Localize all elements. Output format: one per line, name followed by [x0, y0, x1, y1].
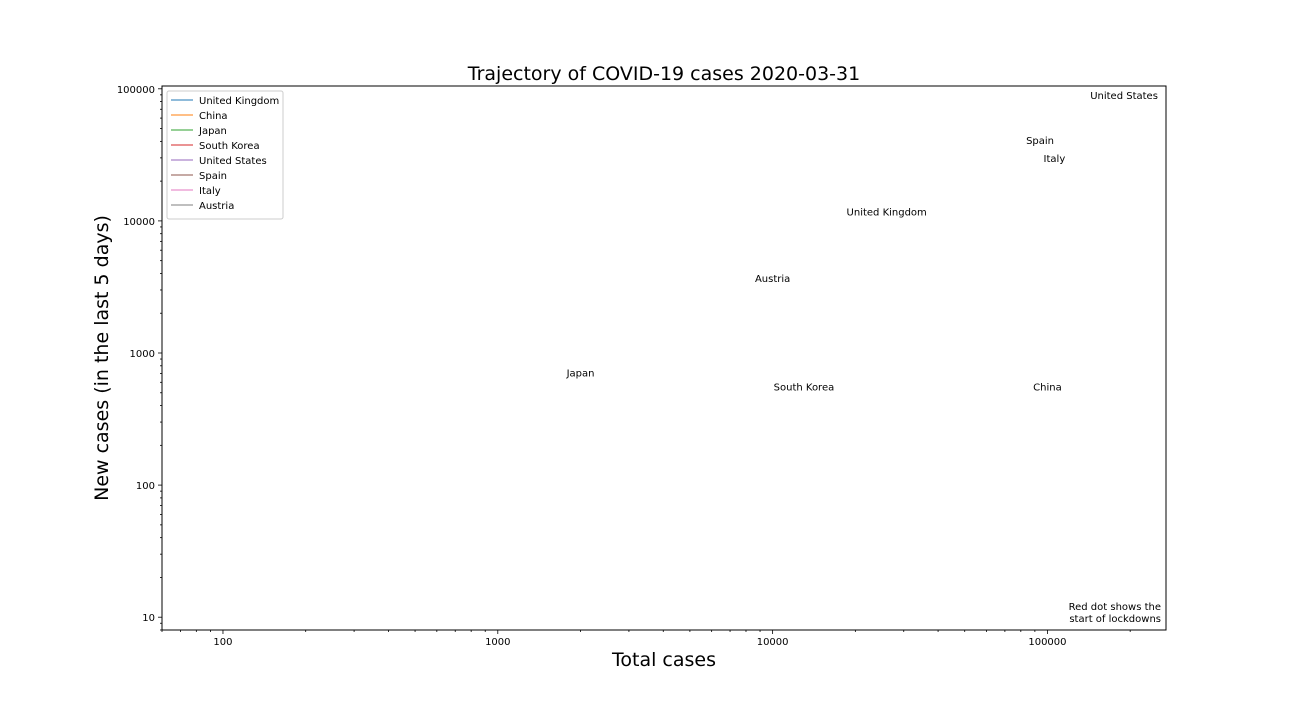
- y-tick-label: 100000: [117, 85, 155, 96]
- plot-frame: [161, 85, 1167, 631]
- legend-entry: Austria: [199, 201, 234, 212]
- legend-entry: Japan: [198, 126, 227, 137]
- y-tick-label: 1000: [130, 349, 155, 360]
- note-line: start of lockdowns: [1069, 614, 1161, 625]
- country-label: Italy: [1044, 154, 1066, 165]
- country-label: United States: [1090, 91, 1158, 102]
- legend: United Kingdom China Japan South Korea Unite…: [166, 90, 284, 220]
- x-tick-label: 100: [213, 637, 232, 648]
- x-tick-label: 100000: [1028, 637, 1066, 648]
- y-tick-label: 10: [142, 613, 155, 624]
- country-label: United Kingdom: [847, 207, 927, 218]
- legend-box: [166, 90, 284, 220]
- y-tick-label: 10000: [123, 217, 155, 228]
- country-label: China: [1033, 382, 1062, 393]
- legend-entry: United Kingdom: [199, 96, 279, 107]
- x-tick-label: 1000: [485, 637, 510, 648]
- y-axis: 10 100 1000 10000 100000: [117, 85, 162, 631]
- x-axis-label: Total cases: [611, 649, 716, 671]
- country-label: Spain: [1026, 136, 1054, 147]
- legend-entry: South Korea: [199, 141, 260, 152]
- y-axis-label: New cases (in the last 5 days): [91, 215, 113, 501]
- legend-entry: Spain: [199, 171, 227, 182]
- legend-entry: China: [199, 111, 228, 122]
- x-axis: 100 1000 10000 100000: [161, 630, 1131, 648]
- country-label: Japan: [566, 369, 595, 380]
- country-labels: United States Spain Italy United Kingdom Aus…: [566, 91, 1158, 393]
- country-label: South Korea: [774, 382, 835, 393]
- chart-title: Trajectory of COVID-19 cases 2020-03-31: [467, 63, 860, 85]
- legend-entry: United States: [199, 156, 267, 167]
- legend-entry: Italy: [199, 186, 221, 197]
- country-label: Austria: [755, 274, 790, 285]
- x-tick-label: 10000: [757, 637, 789, 648]
- note-line: Red dot shows the: [1069, 602, 1161, 613]
- y-tick-label: 100: [136, 481, 155, 492]
